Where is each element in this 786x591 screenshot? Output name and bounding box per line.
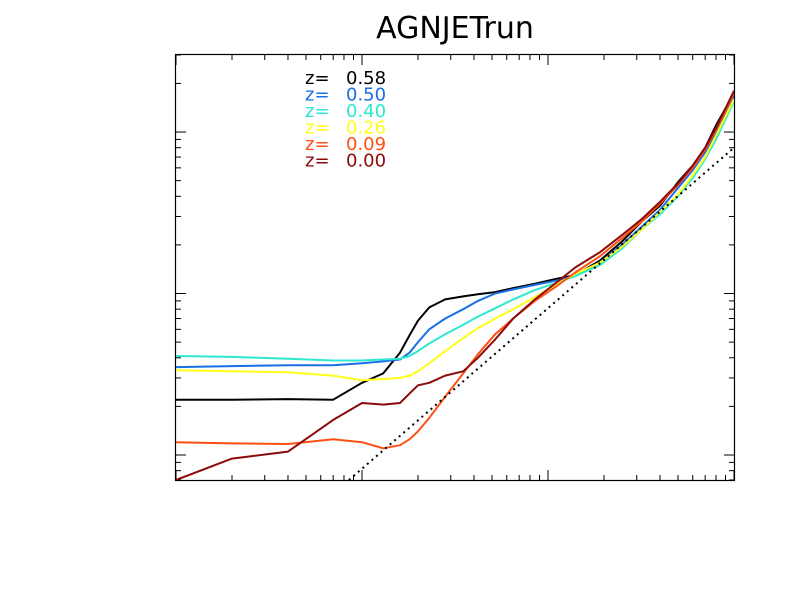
- series-line-z-0.00: [176, 90, 734, 480]
- legend-prefix: z=: [305, 151, 330, 172]
- plot-frame: [174, 53, 736, 482]
- series-line-z-0.40: [176, 100, 734, 362]
- series-line-z-0.58: [176, 94, 734, 401]
- legend-label-z-0.26: 0.26: [346, 118, 386, 139]
- axis-ticks: [175, 54, 735, 481]
- chart-title: AGNJETrun: [376, 11, 534, 46]
- series-line-z-0.09: [176, 92, 734, 450]
- legend-prefix: z=: [305, 101, 330, 122]
- series-line-z-0.26: [176, 98, 734, 382]
- legend-label-z-0.58: 0.58: [346, 68, 386, 89]
- series-line-z-0.50: [176, 96, 734, 369]
- legend-prefix: z=: [305, 85, 330, 106]
- legend-label-z-0.40: 0.40: [346, 101, 386, 122]
- series-layer: [176, 90, 734, 480]
- reference-line-dotted: [348, 146, 734, 480]
- legend-label-z-0.09: 0.09: [346, 134, 386, 155]
- legend-prefix: z=: [305, 134, 330, 155]
- legend-label-z-0.50: 0.50: [346, 85, 386, 106]
- legend-prefix: z=: [305, 118, 330, 139]
- legend-prefix: z=: [305, 68, 330, 89]
- legend: z= 0.58 z= 0.50 z= 0.40 z= 0.26 z= 0.09 z= 0.00: [305, 68, 386, 172]
- legend-label-z-0.00: 0.00: [346, 151, 386, 172]
